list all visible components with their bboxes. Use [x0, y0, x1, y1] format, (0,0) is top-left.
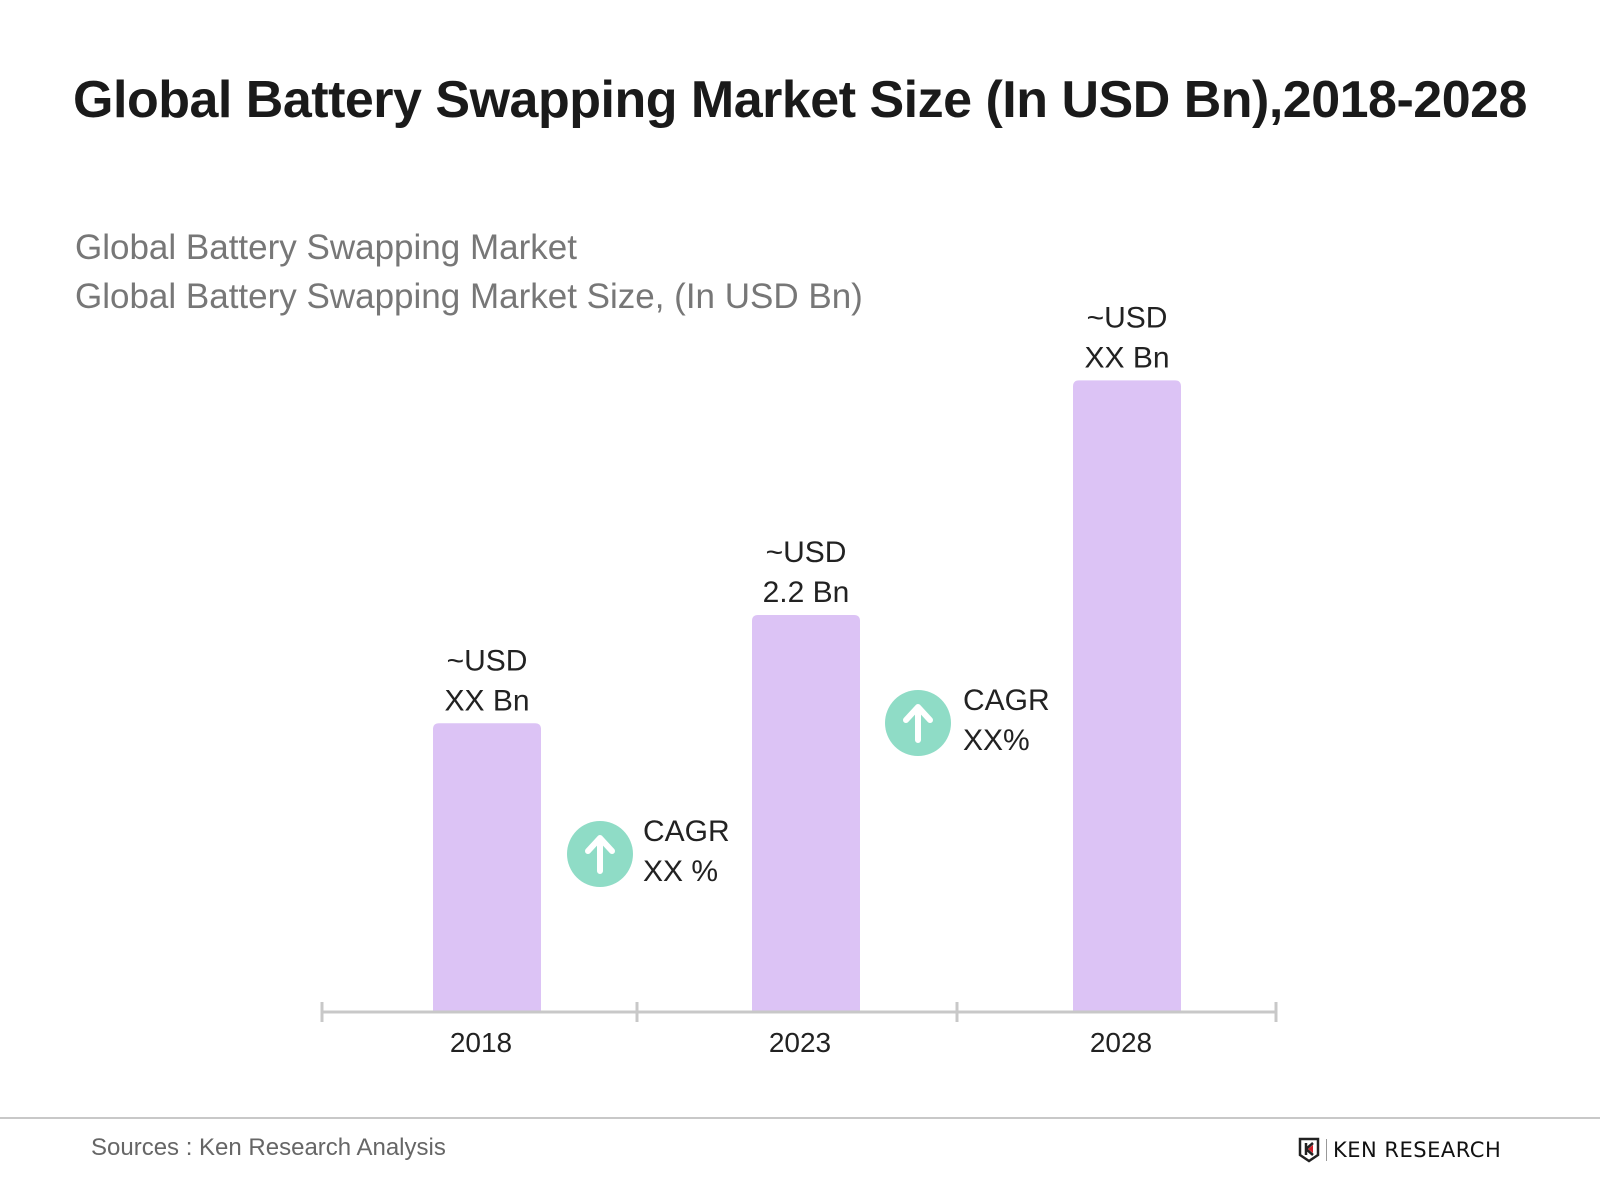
data-label-2028-line1: ~USD [1087, 301, 1168, 334]
cagr-annotation-2: CAGR XX% [885, 684, 1050, 757]
chart-subtitle-1: Global Battery Swapping Market [75, 228, 577, 267]
bar-2018 [433, 723, 541, 1012]
source-note: Sources : Ken Research Analysis [91, 1134, 446, 1161]
chart-title: Global Battery Swapping Market Size (In … [73, 71, 1527, 129]
cagr-label: CAGR [963, 684, 1050, 717]
bar-2028 [1073, 380, 1181, 1013]
arrow-up-icon [885, 690, 951, 756]
data-label-2028-line2: XX Bn [1084, 341, 1169, 374]
x-tick-label-2018: 2018 [450, 1027, 512, 1058]
data-label-2023-line1: ~USD [766, 536, 847, 569]
cagr-value: XX% [963, 724, 1030, 757]
data-label-2018-line1: ~USD [447, 644, 528, 677]
x-tick-label-2028: 2028 [1090, 1027, 1152, 1058]
cagr-label: CAGR [643, 815, 730, 848]
data-label-2023-line2: 2.2 Bn [763, 576, 850, 609]
data-label-2018-line2: XX Bn [444, 684, 529, 717]
ken-research-logo: KEN RESEARCH [1298, 1137, 1501, 1163]
chart-subtitle-2: Global Battery Swapping Market Size, (In… [75, 277, 863, 316]
x-tick-label-2023: 2023 [769, 1027, 831, 1058]
logo-text: KEN RESEARCH [1333, 1138, 1502, 1162]
logo-shield-icon [1298, 1137, 1320, 1163]
bar-2023 [752, 615, 860, 1012]
arrow-up-icon [567, 821, 633, 887]
cagr-value: XX % [643, 855, 718, 888]
footer-divider [0, 1117, 1600, 1119]
cagr-annotation-1: CAGR XX % [567, 815, 730, 888]
